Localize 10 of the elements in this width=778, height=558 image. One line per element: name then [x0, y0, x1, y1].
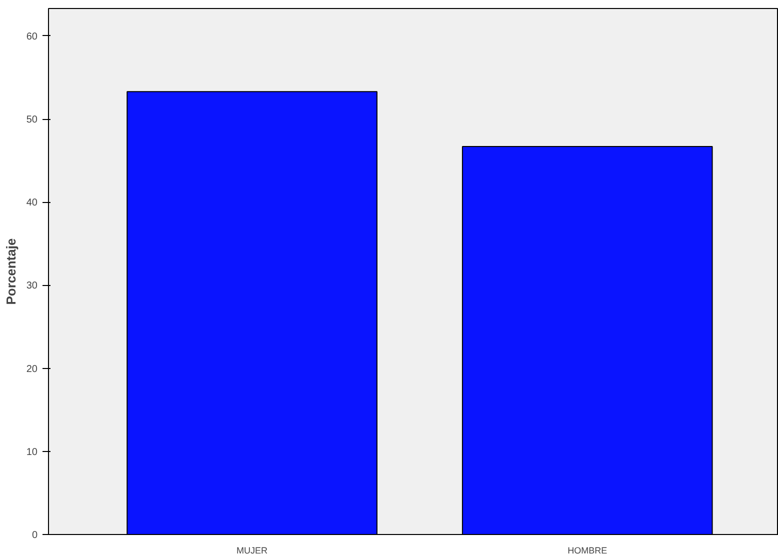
y-tick-label: 10 — [26, 446, 38, 458]
y-axis-title: Porcentaje — [3, 238, 18, 305]
y-tick-label: 60 — [26, 31, 38, 42]
y-tick-label: 30 — [26, 280, 38, 292]
y-tick-label: 50 — [26, 114, 38, 126]
y-tick-label: 0 — [32, 530, 38, 541]
x-tick-label: HOMBRE — [568, 546, 608, 556]
y-tick-label: 40 — [26, 198, 38, 209]
x-tick-label: MUJER — [236, 546, 268, 556]
y-tick-label: 20 — [26, 364, 38, 375]
